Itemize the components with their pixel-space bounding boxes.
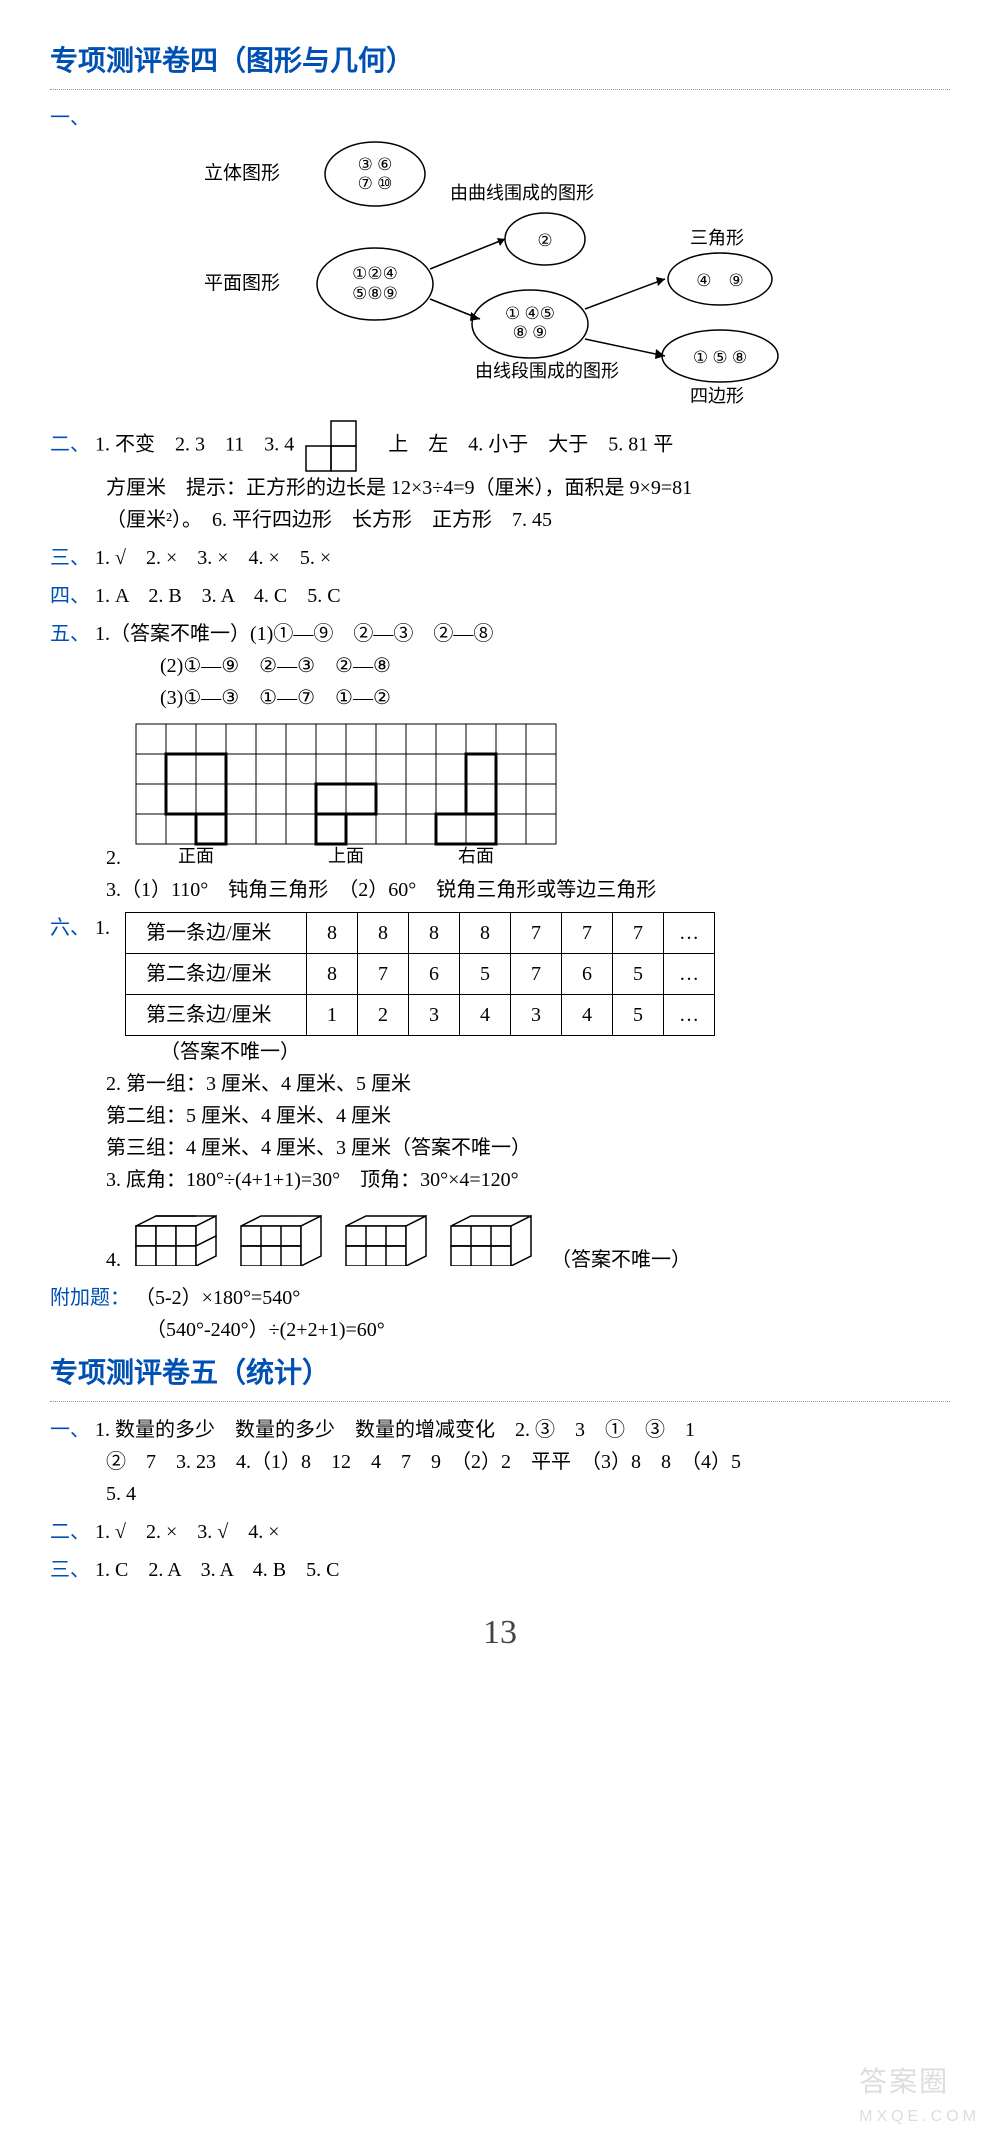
er-text-3: （厘米²）。 6. 平行四边形 长方形 正方形 7. 45 [106,504,950,536]
section-san: 三、 1. √ 2. × 3. × 4. × 5. × [50,542,950,574]
table-row: 第三条边/厘米 12 34 34 5… [126,994,715,1035]
liu2b: 第二组：5 厘米、4 厘米、4 厘米 [106,1100,950,1132]
svg-text:⑧ ⑨: ⑧ ⑨ [513,323,548,342]
t5-yi-3: 5. 4 [106,1478,950,1510]
t-shape-icon [305,420,357,472]
label-wu: 五、 [50,623,90,645]
wu2: 2. [106,714,950,874]
liu1-note: （答案不唯一） [160,1036,950,1068]
section-liu: 六、 1. 第一条边/厘米 88 88 77 7… 第二条边/厘米 87 65 … [50,912,950,1276]
t5-er-text: 1. √ 2. × 3. √ 4. × [95,1521,280,1543]
wu2-grids: 正面 上面 右面 [126,847,566,869]
t5-san: 三、 1. C 2. A 3. A 4. B 5. C [50,1554,950,1586]
d1-quad-label: 四边形 [690,386,744,406]
svg-text:①②④: ①②④ [352,264,398,283]
page-number-handwritten: 13 [50,1606,950,1660]
t5-label-er: 二、 [50,1521,90,1543]
label-si: 四、 [50,585,90,607]
wu3: 3.（1）110° 钝角三角形 （2）60° 锐角三角形或等边三角形 [106,874,950,906]
section-yi: 一、 立体图形 平面图形 ③ ⑥ ⑦ ⑩ ①②④ ⑤⑧⑨ ② 由曲线围成的图形 [50,102,950,414]
wu2-label: 2. [106,847,121,869]
liu-table: 第一条边/厘米 88 88 77 7… 第二条边/厘米 87 65 76 5… … [125,912,715,1036]
table-row: 第二条边/厘米 87 65 76 5… [126,953,715,994]
svg-text:⑦ ⑩: ⑦ ⑩ [358,174,393,193]
watermark: 答案圈 MXQE.COM [859,2060,980,2130]
svg-text:① ⑤ ⑧: ① ⑤ ⑧ [693,348,747,367]
label-liu: 六、 [50,917,90,939]
t5-label-yi: 一、 [50,1419,90,1441]
er-text-1a: 1. 不变 2. 3 11 3. 4 [95,433,294,455]
svg-text:②: ② [537,231,552,250]
wu1: 1.（答案不唯一）(1)①—⑨ ②—③ ②—⑧ [95,623,493,645]
table-row: 第一条边/厘米 88 88 77 7… [126,912,715,953]
d1-curve-label: 由曲线围成的图形 [450,183,594,203]
d1-liti: 立体图形 [204,162,280,184]
svg-text:① ④⑤: ① ④⑤ [505,304,555,323]
cubes-icon [126,1249,551,1271]
t5-er: 二、 1. √ 2. × 3. √ 4. × [50,1516,950,1548]
svg-text:右面: 右面 [458,846,494,864]
d1-pm: 平面图形 [204,272,280,294]
si-text: 1. A 2. B 3. A 4. C 5. C [95,585,341,607]
diagram-shapes: 立体图形 平面图形 ③ ⑥ ⑦ ⑩ ①②④ ⑤⑧⑨ ② 由曲线围成的图形 ① ④… [50,134,950,414]
liu4-label: 4. [106,1249,121,1271]
label-san: 三、 [50,547,90,569]
t5-label-san: 三、 [50,1559,90,1581]
san-text: 1. √ 2. × 3. × 4. × 5. × [95,547,331,569]
t5-san-text: 1. C 2. A 3. A 4. B 5. C [95,1559,340,1581]
label-er: 二、 [50,433,90,455]
liu4-note: （答案不唯一） [551,1249,691,1271]
label-fujia: 附加题： [50,1287,130,1309]
er-text-2: 方厘米 提示：正方形的边长是 12×3÷4=9（厘米），面积是 9×9=81 [106,472,950,504]
section-wu: 五、 1.（答案不唯一）(1)①—⑨ ②—③ ②—⑧ (2)①—⑨ ②—③ ②—… [50,618,950,906]
t5-yi-2: ② 7 3. 23 4.（1）8 12 4 7 9 （2）2 平平 （3）8 8… [106,1446,950,1478]
svg-text:⑤⑧⑨: ⑤⑧⑨ [352,284,398,303]
d1-tri-label: 三角形 [690,228,744,248]
watermark-top: 答案圈 [859,2066,949,2097]
svg-text:正面: 正面 [178,846,214,864]
t5-yi-1: 1. 数量的多少 数量的多少 数量的增减变化 2. ③ 3 ① ③ 1 [95,1419,695,1441]
title-test5: 专项测评卷五（统计） [50,1352,950,1402]
liu2: 2. 第一组：3 厘米、4 厘米、5 厘米 [106,1068,950,1100]
d1-line-label: 由线段围成的图形 [475,361,619,381]
liu2c: 第三组：4 厘米、4 厘米、3 厘米（答案不唯一） [106,1132,950,1164]
liu1: 1. [95,917,110,939]
t5-yi: 一、 1. 数量的多少 数量的多少 数量的增减变化 2. ③ 3 ① ③ 1 ②… [50,1414,950,1510]
fujia1: （5-2）×180°=540° [135,1287,300,1309]
liu3: 3. 底角：180°÷(4+1+1)=30° 顶角：30°×4=120° [106,1164,950,1196]
section-er: 二、 1. 不变 2. 3 11 3. 4 上 左 4. 小于 大于 5. 81… [50,420,950,536]
fujia2: （540°-240°）÷(2+2+1)=60° [146,1314,950,1346]
svg-text:上面: 上面 [328,846,364,864]
label-yi: 一、 [50,107,90,129]
wu1b: (2)①—⑨ ②—③ ②—⑧ [160,650,950,682]
section-si: 四、 1. A 2. B 3. A 4. C 5. C [50,580,950,612]
watermark-bottom: MXQE.COM [859,2104,980,2130]
title-test4: 专项测评卷四（图形与几何） [50,40,950,90]
svg-text:③ ⑥: ③ ⑥ [358,155,393,174]
svg-text:④ ⑨: ④ ⑨ [696,271,743,290]
liu4-row: 4. [106,1196,950,1276]
wu1c: (3)①—③ ①—⑦ ①—② [160,682,950,714]
er-text-1b: 上 左 4. 小于 大于 5. 81 平 [368,433,673,455]
section-fujia: 附加题： （5-2）×180°=540° （540°-240°）÷(2+2+1)… [50,1282,950,1346]
